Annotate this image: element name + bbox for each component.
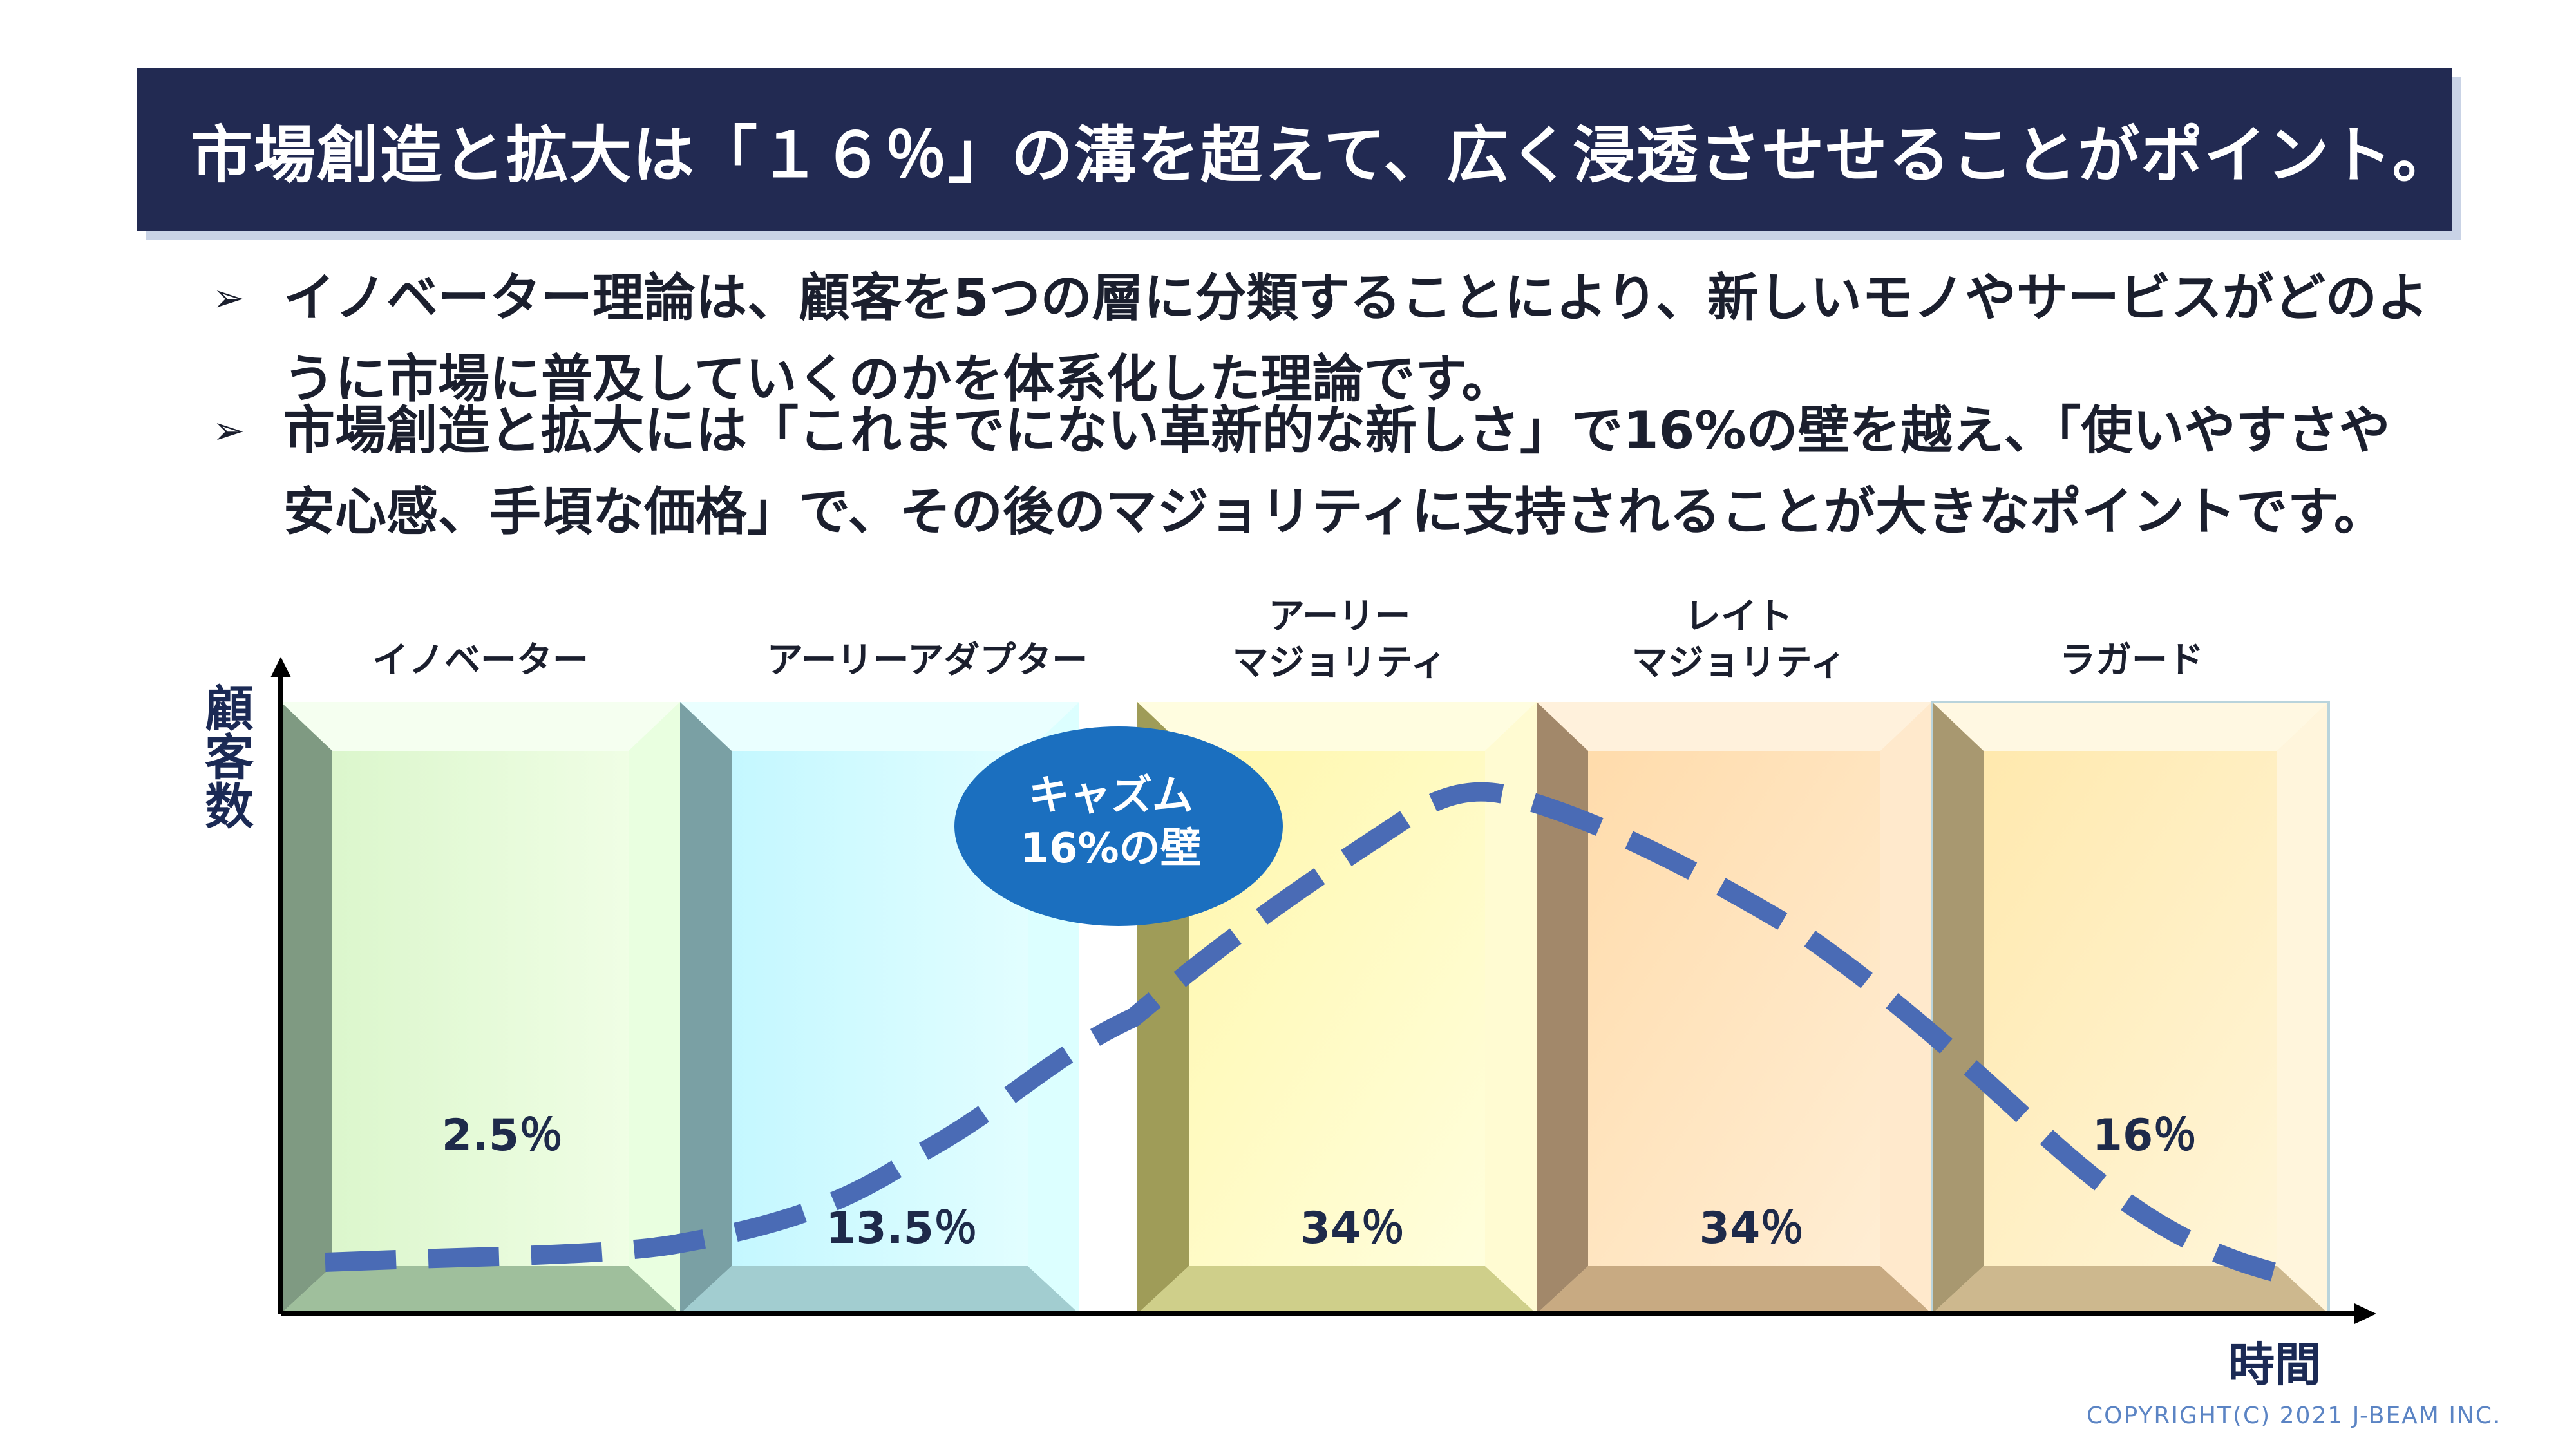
segment-heading-innovators: イノベーター: [372, 639, 589, 681]
segment-heading-laggards: ラガード: [2060, 639, 2204, 681]
segment-early-adopters: [680, 702, 1079, 1314]
y-axis-label: 顧客数: [196, 683, 254, 829]
chasm-bubble: [954, 726, 1283, 926]
bullet-text: イノベーター理論は、顧客を5つの層に分類することにより、新しいモノやサービスがど…: [283, 268, 2429, 409]
x-axis-arrow-icon: [2354, 1303, 2376, 1324]
segment-heading-late-majority: レイト マジョリティ: [1631, 596, 1846, 684]
bullet-item: ➢ イノベーター理論は、顧客を5つの層に分類することにより、新しいモノやサービス…: [213, 258, 2434, 420]
arrow-bullet-icon: ➢: [213, 408, 245, 453]
percent-label: 34％: [1700, 1203, 1804, 1254]
percent-label: 2.5％: [442, 1110, 563, 1161]
segment-late-majority: [1537, 702, 1932, 1314]
segment-heading-early-majority: アーリー マジョリティ: [1232, 596, 1447, 684]
segment-innovators: [281, 702, 680, 1314]
percent-label: 34％: [1300, 1203, 1405, 1254]
percent-label: 13.5％: [826, 1203, 978, 1254]
bullet-item: ➢ 市場創造と拡大には「これまでにない革新的な新しさ」で16%の壁を越え、「使い…: [213, 390, 2434, 553]
page-title: 市場創造と拡大は「１６％」の溝を超えて、広く浸透させせることがポイント。: [191, 118, 2456, 191]
title-bar: 市場創造と拡大は「１６％」の溝を超えて、広く浸透させせることがポイント。: [137, 68, 2456, 231]
adoption-curve: [325, 782, 2276, 1282]
segment-laggards: [1931, 701, 2330, 1315]
percent-label: 16％: [2092, 1110, 2197, 1161]
arrow-bullet-icon: ➢: [213, 276, 245, 321]
copyright-text: COPYRIGHT(C) 2021 J-BEAM INC.: [2087, 1403, 2502, 1429]
bullet-text: 市場創造と拡大には「これまでにない革新的な新しさ」で16%の壁を越え、「使いやす…: [283, 401, 2391, 542]
segment-heading-early-adopters: アーリーアダプター: [766, 639, 1088, 681]
segment-early-majority: [1137, 702, 1537, 1314]
x-axis-label: 時間: [2228, 1338, 2322, 1392]
y-axis-arrow-icon: [270, 657, 291, 677]
chasm-label: キャズム 16%の壁: [1020, 772, 1202, 873]
